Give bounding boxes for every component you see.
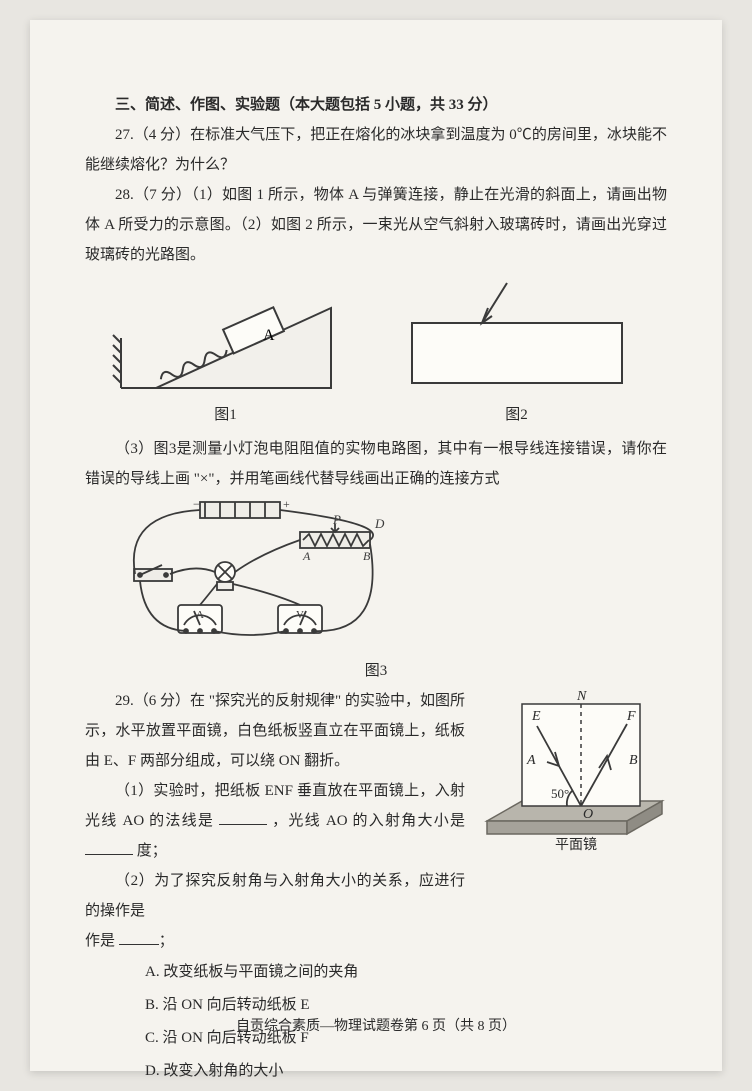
svg-text:−: − [193,497,200,511]
q29-B: B [629,753,638,768]
q29-p2b: ； [159,933,174,949]
fig-row-1-2: A 图1 图2 [85,278,667,430]
q29-p1b: ，光线 AO 的入射角大小是 [272,813,465,829]
q28-part3: （3）图3是测量小灯泡电阻阻值的实物电路图，其中有一根导线连接错误，请你在错误的… [85,434,667,494]
fig3-P: P [332,512,341,527]
q29-E: E [531,709,541,724]
q27-text: 27.（4 分）在标准大气压下，把正在熔化的冰块拿到温度为 0℃的房间里，冰块能… [85,120,667,180]
fig2-caption: 图2 [392,400,642,430]
exam-page: 三、简述、作图、实验题（本大题包括 5 小题，共 33 分） 27.（4 分）在… [30,20,722,1071]
blank-3 [119,930,159,945]
q29-svg: E N F A B O 50° 平面镜 [477,686,667,856]
q29-stem: 29.（6 分）在 "探究光的反射规律" 的实验中，如图所示，水平放置平面镜，白… [85,686,465,776]
option-A: A. 改变纸板与平面镜之间的夹角 [145,956,667,989]
fig3-D: D [374,516,385,531]
fig3-A: A [302,549,311,563]
svg-text:+: + [283,497,290,511]
q29-angle: 50° [551,786,569,801]
blank-1 [219,810,267,825]
q29-text-col: 29.（6 分）在 "探究光的反射规律" 的实验中，如图所示，水平放置平面镜，白… [85,686,465,926]
fig3-svg: − + [85,494,405,654]
fig3-wrap: − + [85,494,667,686]
fig2-wrap: 图2 [392,278,642,430]
section-title: 三、简述、作图、实验题（本大题包括 5 小题，共 33 分） [85,90,667,120]
fig3-B: B [363,549,371,563]
blank-2 [85,840,133,855]
fig1-wrap: A 图1 [111,278,341,430]
fig1-caption: 图1 [111,400,341,430]
option-D: D. 改变入射角的大小 [145,1055,667,1088]
q29-fig: E N F A B O 50° 平面镜 [477,686,667,856]
fig1-block-label: A [263,327,275,344]
q29-p2: （2）为了探究反射角与入射角大小的关系，应进行的操作是 [85,866,465,926]
q29-row: 29.（6 分）在 "探究光的反射规律" 的实验中，如图所示，水平放置平面镜，白… [85,686,667,926]
fig3-voltmeter-label: V [296,609,304,621]
q29-N: N [576,689,587,704]
q29-mirror-label: 平面镜 [555,837,597,853]
q29-F: F [626,709,636,724]
q29-p1: （1）实验时，把纸板 ENF 垂直放在平面镜上，入射光线 AO 的法线是 ，光线… [85,776,465,866]
q29-p2a: （2）为了探究反射角与入射角大小的关系，应进行的操作是 [85,873,465,919]
q29-A: A [526,753,536,768]
q29-p2-tail: 作是 ； [85,926,667,956]
fig1-svg: A [111,278,341,398]
q29-p1c: 度； [137,843,167,859]
page-footer: 自贡综合素质—物理试题卷第 6 页（共 8 页） [30,1013,722,1041]
q29-O: O [583,807,593,822]
fig3-caption: 图3 [85,656,667,686]
fig2-svg [392,278,642,398]
q28-intro: 28.（7 分）（1）如图 1 所示，物体 A 与弹簧连接，静止在光滑的斜面上，… [85,180,667,270]
fig3-ammeter-label: A [196,609,204,621]
